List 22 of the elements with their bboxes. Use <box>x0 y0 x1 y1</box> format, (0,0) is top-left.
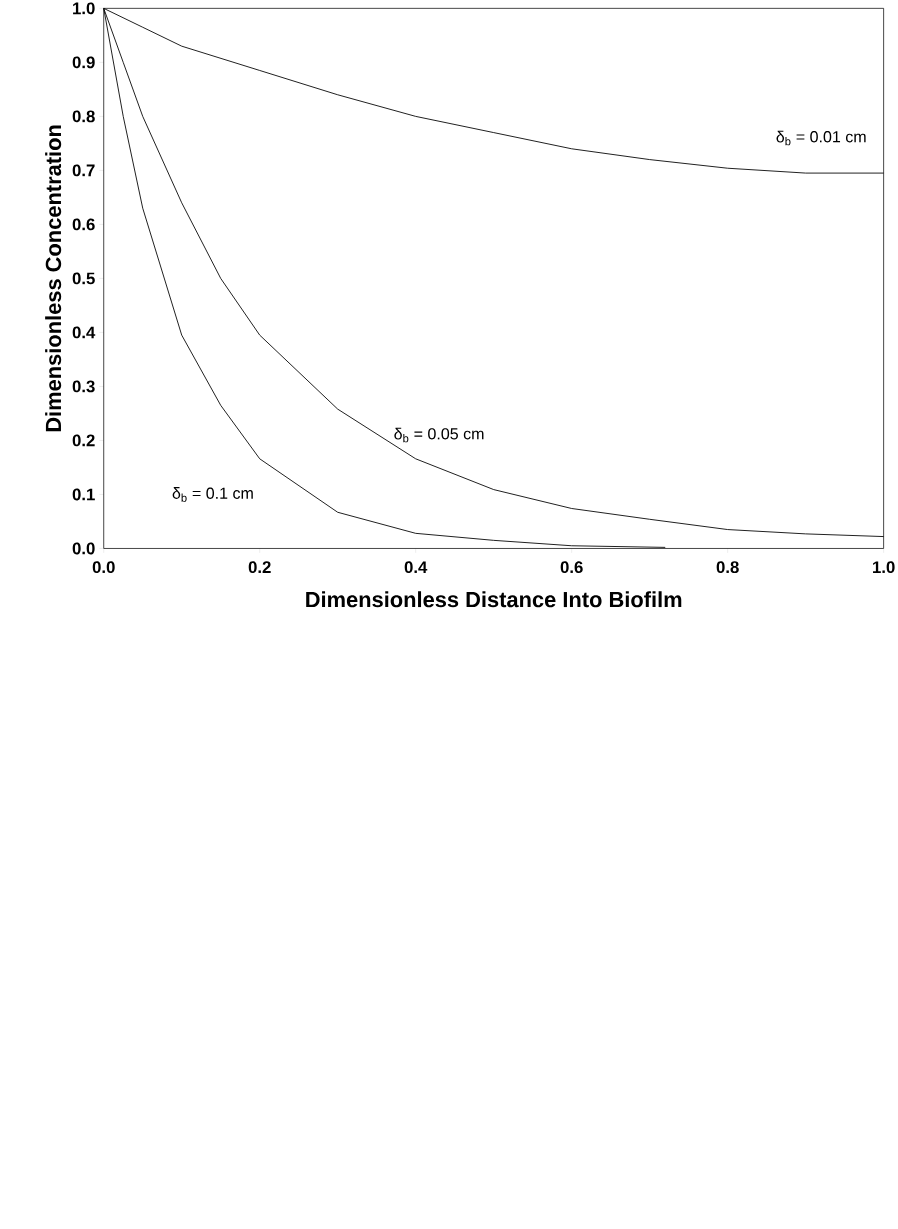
y-axis-title: Dimensionless Concentration <box>45 125 62 432</box>
y-tick-label: 0.1 <box>72 488 95 501</box>
y-tick-label: 1.0 <box>73 2 95 15</box>
x-tick-label: 0.0 <box>92 561 115 574</box>
y-tick-label: 0.6 <box>72 218 95 231</box>
series-label: δ$_{b}$ = 0.05 cm <box>394 427 484 443</box>
y-tick-label: 0.7 <box>72 164 95 177</box>
x-axis-title: Dimensionless Distance Into Biofilm <box>306 591 682 608</box>
x-tick-label: 0.2 <box>248 561 271 574</box>
y-tick-label: 0.0 <box>72 542 95 555</box>
y-tick-label: 0.9 <box>72 56 95 69</box>
y-tick-label: 0.3 <box>72 380 95 393</box>
x-tick-label: 0.6 <box>560 561 583 574</box>
series-label: δ$_{b}$ = 0.01 cm <box>776 130 866 146</box>
y-tick-label: 0.5 <box>72 272 95 285</box>
y-tick-label: 0.2 <box>72 434 95 447</box>
y-tick-label: 0.8 <box>72 110 95 123</box>
x-tick-label: 1.0 <box>873 561 895 574</box>
x-tick-label: 0.4 <box>404 561 428 574</box>
y-tick-label: 0.4 <box>72 326 96 339</box>
x-tick-label: 0.8 <box>716 561 739 574</box>
series-label: δ$_{b}$ = 0.1 cm <box>172 487 253 502</box>
